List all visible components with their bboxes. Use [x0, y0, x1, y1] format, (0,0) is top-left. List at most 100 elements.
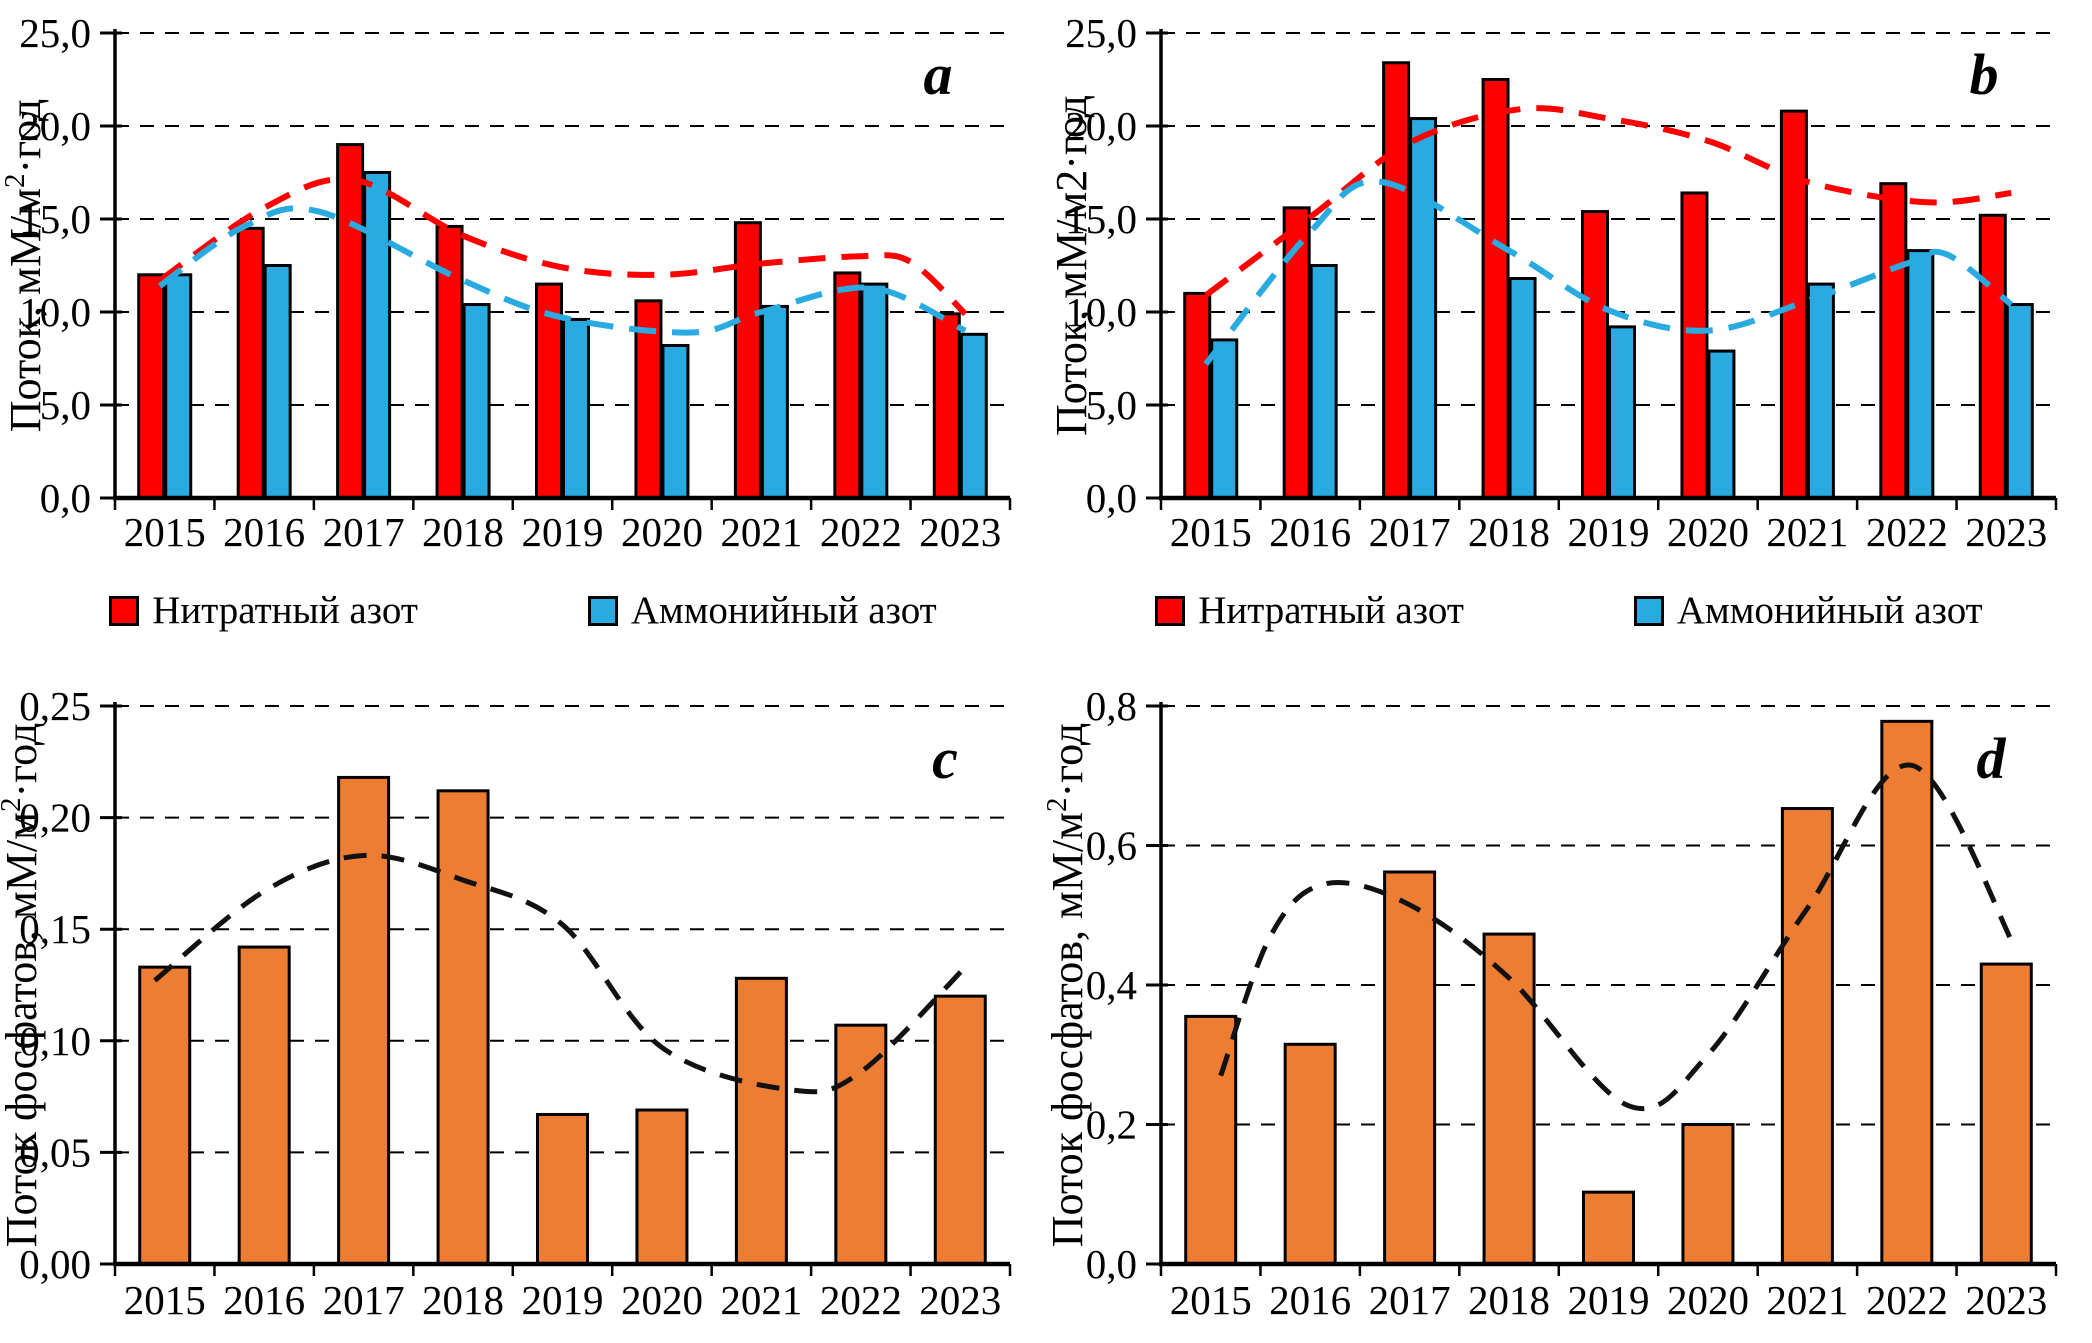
chart-c: 0,00 0,05 0,10 0,15 0,20 0,25 2015 2016 2017 2018… [0, 683, 1012, 1323]
x-tick-label: 2020 [1667, 509, 1749, 555]
legend-item-ammonium: Аммонийный азот [1633, 589, 1983, 632]
panel-letter-b: b [1970, 42, 1999, 107]
ammonium-swatch [587, 595, 618, 626]
x-tick-label: 2021 [1766, 1277, 1848, 1323]
bar-ammonium-2020 [1707, 349, 1736, 500]
x-tick-label: 2015 [124, 509, 206, 555]
bar-phosphate-2015 [138, 965, 192, 1266]
bar-phosphate-2016 [237, 945, 291, 1266]
y-tick-label: 0,8 [1086, 683, 1137, 729]
trend-ammonium-trend [1203, 178, 2014, 366]
bar-phosphate-2020 [1681, 1123, 1735, 1266]
x-tick-label: 2016 [1269, 509, 1351, 555]
y-ticks: 0,0 0,2 0,4 0,6 0,8 [1086, 683, 1168, 1287]
legend-item-ammonium: Аммонийный азот [587, 589, 937, 632]
panel-c: 0,00 0,05 0,10 0,15 0,20 0,25 2015 2016 2017 2018… [0, 672, 1046, 1343]
y-tick-label: 20,0 [19, 103, 91, 149]
bar-phosphate-2019 [536, 1112, 589, 1266]
x-tick-label: 2018 [1468, 509, 1550, 555]
legend-b: Нитратный азот Аммонийный азот [1046, 565, 2092, 672]
bar-ammonium-2023 [2005, 303, 2034, 500]
y-tick-label: 25,0 [19, 10, 91, 56]
x-ticks: 2015 2016 2017 2018 2019 2020 2021 2022 2023 [1159, 498, 2058, 555]
bars-ammonium [1210, 117, 2034, 500]
bar-phosphate-2016 [1283, 1042, 1337, 1266]
x-tick-label: 2020 [1667, 1277, 1749, 1323]
y-tick-label: 10,0 [1065, 289, 1137, 335]
bar-nitrate-2017 [336, 143, 365, 500]
x-tick-label: 2022 [820, 1277, 902, 1323]
y-tick-label: 0,05 [19, 1129, 91, 1175]
bar-ammonium-2015 [1210, 338, 1239, 500]
y-tick-label: 0,25 [19, 683, 91, 729]
x-tick-label: 2022 [1866, 1277, 1948, 1323]
y-tick-label: 0,0 [1086, 1241, 1137, 1287]
legend-item-nitrate: Нитратный азот [1155, 591, 1464, 630]
y-tick-label: 0,15 [19, 906, 91, 952]
bar-ammonium-2017 [1409, 117, 1438, 500]
bar-ammonium-2018 [462, 303, 491, 500]
bar-phosphate-2019 [1582, 1190, 1635, 1266]
x-ticks: 2015 2016 2017 2018 2019 2020 2021 2022 2023 [113, 498, 1012, 555]
bar-nitrate-2019 [1581, 210, 1609, 500]
bars-nitrate [1183, 61, 2007, 500]
y-tick-label: 0,10 [19, 1018, 91, 1064]
x-tick-label: 2019 [1568, 509, 1650, 555]
x-tick-label: 2023 [919, 1277, 1001, 1323]
bar-ammonium-2022 [860, 282, 889, 500]
trend-nitrate-trend [1203, 105, 2012, 298]
y-ticks: 0,0 5,0 10,0 15,0 20,0 25,0 [19, 10, 122, 521]
y-tick-label: 5,0 [1086, 382, 1137, 428]
x-tick-label: 2020 [621, 509, 703, 555]
ammonium-label: Аммонийный азот [630, 589, 937, 632]
panel-letter-c: c [932, 726, 958, 791]
x-tick-label: 2017 [1369, 1277, 1451, 1323]
bar-nitrate-2017 [1382, 61, 1411, 500]
bar-ammonium-2019 [1608, 325, 1636, 500]
x-tick-label: 2018 [422, 509, 504, 555]
nitrate-swatch [1155, 595, 1186, 626]
bar-ammonium-2023 [959, 332, 988, 500]
x-tick-label: 2017 [323, 509, 405, 555]
x-ticks: 2015 2016 2017 2018 2019 2020 2021 2022 2023 [1159, 1264, 2058, 1323]
panel-letter-d: d [1977, 726, 2007, 791]
x-ticks: 2015 2016 2017 2018 2019 2020 2021 2022 2023 [113, 1264, 1012, 1323]
panel-d: 0,0 0,2 0,4 0,6 0,8 2015 2016 2017 2018 2019 2020 2… [1046, 672, 2092, 1343]
panel-letter-a: a [924, 42, 953, 107]
x-tick-label: 2018 [422, 1277, 504, 1323]
x-tick-label: 2019 [522, 1277, 604, 1323]
bar-nitrate-2022 [1879, 182, 1908, 500]
x-tick-label: 2015 [1170, 509, 1252, 555]
x-tick-label: 2023 [919, 509, 1001, 555]
bar-ammonium-2021 [1806, 282, 1835, 500]
bar-ammonium-2018 [1508, 277, 1537, 500]
bar-ammonium-2021 [760, 304, 789, 500]
bar-nitrate-2018 [1481, 78, 1510, 500]
y-tick-label: 0,2 [1086, 1102, 1137, 1148]
bar-phosphate-2022 [834, 1023, 888, 1266]
x-tick-label: 2021 [720, 509, 802, 555]
bar-nitrate-2022 [833, 271, 862, 500]
y-ticks: 0,00 0,05 0,10 0,15 0,20 0,25 [19, 683, 122, 1287]
bar-phosphate-2020 [635, 1108, 689, 1266]
y-tick-label: 5,0 [40, 382, 91, 428]
y-tick-label: 0,20 [19, 795, 91, 841]
bar-nitrate-2015 [137, 273, 166, 500]
bars-phosphate [138, 775, 987, 1266]
x-tick-label: 2019 [522, 509, 604, 555]
nitrate-label: Нитратный азот [1198, 589, 1464, 632]
y-tick-label: 0,4 [1086, 962, 1137, 1008]
y-tick-label: 10,0 [19, 289, 91, 335]
bar-phosphate-2017 [337, 775, 391, 1266]
y-axis-title: Поток фосфатов, мМ/м2·год [1046, 723, 1092, 1248]
bar-nitrate-2023 [932, 312, 961, 500]
trend-phosphate-trend [153, 852, 968, 1095]
bar-phosphate-2023 [1979, 962, 2033, 1266]
x-tick-label: 2021 [720, 1277, 802, 1323]
x-tick-label: 2020 [621, 1277, 703, 1323]
ammonium-label: Аммонийный азот [1676, 589, 1983, 632]
bar-ammonium-2016 [1309, 264, 1338, 500]
x-tick-label: 2016 [223, 1277, 305, 1323]
